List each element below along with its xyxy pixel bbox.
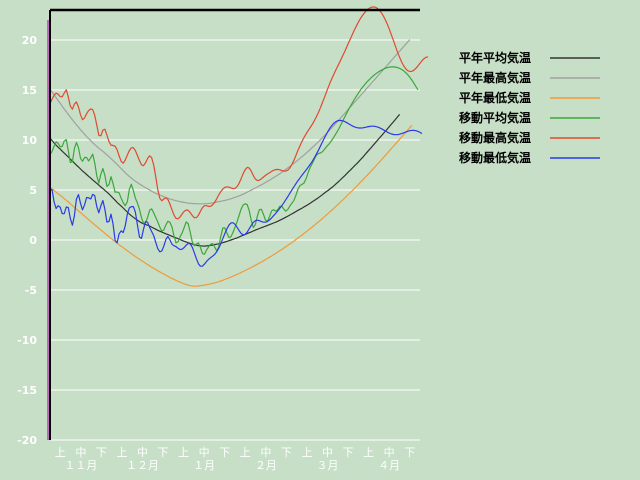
x-subperiod-label: 中 [322,446,333,459]
legend-label: 移動平均気温 [459,110,531,125]
series-line-4 [49,66,419,255]
series-lines [49,6,429,287]
x-subperiod-label: 中 [384,446,395,459]
x-axis-tick-labels: 上中下上中下上中下上中下上中下上中下１１月 １２月 １月 ２月 ３月 ４月 [55,446,415,472]
y-tick-label: -20 [17,434,37,447]
x-subperiod-label: 中 [199,446,210,459]
y-axis-tick-labels: -20 -15 -10 -5 0 5 10 15 20 [17,34,37,447]
x-subperiod-label: 上 [55,446,66,459]
x-month-label: ３月 [317,459,339,472]
x-subperiod-label: 中 [137,446,148,459]
y-tick-label: -10 [17,334,37,347]
legend-label: 平年平均気温 [459,50,531,65]
y-tick-label: 15 [22,84,37,97]
y-tick-label: 10 [22,134,38,147]
x-subperiod-label: 上 [363,446,374,459]
legend-label: 移動最低気温 [459,150,531,165]
x-subperiod-label: 下 [219,446,230,459]
y-tick-label: 5 [29,184,37,197]
series-line-6 [49,119,423,267]
legend-label: 平年最高気温 [459,70,531,85]
x-subperiod-label: 下 [96,446,107,459]
legend-label: 平年最低気温 [459,90,531,105]
x-subperiod-label: 中 [260,446,271,459]
y-tick-label: -5 [25,284,37,297]
x-subperiod-label: 下 [343,446,354,459]
x-month-label: １２月 [126,459,159,472]
series-line-2 [49,39,411,205]
series-line-5 [49,6,429,220]
series-line-3 [49,124,413,287]
y-tick-label: 20 [22,34,38,47]
x-subperiod-label: 上 [116,446,127,459]
series-line-1 [49,113,401,247]
y-tick-label: -15 [17,384,37,397]
x-subperiod-label: 下 [404,446,415,459]
x-subperiod-label: 上 [240,446,251,459]
gridlines [50,39,420,441]
x-subperiod-label: 上 [301,446,312,459]
y-tick-label: 0 [29,234,37,247]
x-month-label: ４月 [378,459,400,472]
x-subperiod-label: 上 [178,446,189,459]
plot-frame [47,8,420,440]
x-subperiod-label: 下 [281,446,292,459]
x-subperiod-label: 下 [158,446,169,459]
x-month-label: １１月 [64,459,97,472]
x-month-label: １月 [193,459,215,472]
x-month-label: ２月 [255,459,277,472]
legend-label: 移動最高気温 [459,130,531,145]
x-subperiod-label: 中 [75,446,86,459]
